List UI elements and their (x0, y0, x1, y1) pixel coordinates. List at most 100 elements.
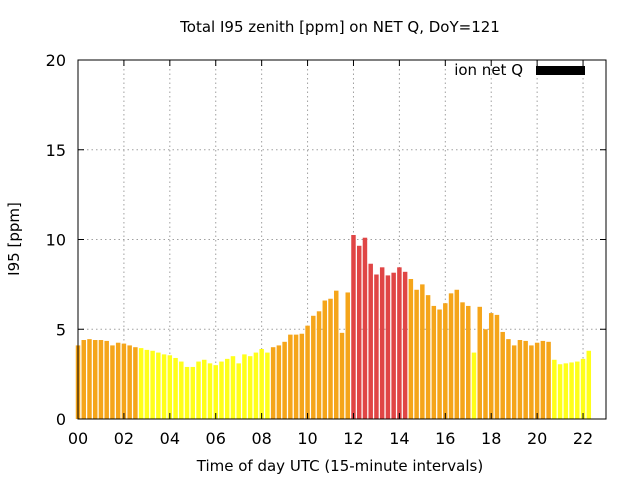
bar (202, 359, 207, 419)
bar (575, 361, 580, 419)
bar (253, 352, 259, 419)
bar (557, 364, 563, 419)
bar (265, 352, 270, 419)
bar (437, 309, 442, 419)
bar (207, 363, 213, 419)
bar (161, 354, 167, 419)
bar (179, 361, 184, 419)
bar (586, 350, 592, 419)
bar (443, 303, 448, 419)
bar (351, 235, 356, 419)
bar (339, 332, 345, 419)
bar (356, 245, 362, 419)
bar (224, 358, 230, 419)
bar (408, 278, 414, 419)
bar (144, 349, 150, 419)
bar (288, 334, 293, 419)
bar (115, 342, 121, 419)
bar (87, 339, 92, 419)
bar (167, 355, 173, 419)
bar (431, 305, 437, 419)
bar (150, 350, 155, 419)
bar (184, 366, 190, 419)
legend: ion net Q (454, 61, 585, 79)
bar (517, 340, 523, 419)
bar (374, 274, 379, 419)
bar (81, 340, 86, 419)
bar (98, 340, 104, 419)
bar (362, 237, 368, 419)
bar (190, 366, 196, 419)
x-tick-label: 20 (527, 429, 547, 448)
bar (529, 345, 534, 419)
x-tick-label: 04 (160, 429, 180, 448)
legend-swatch (536, 66, 585, 75)
x-tick-label: 14 (389, 429, 409, 448)
bar (580, 358, 586, 419)
bar (236, 363, 241, 419)
bar (420, 284, 425, 419)
x-tick-label: 18 (481, 429, 501, 448)
x-tick-label: 12 (343, 429, 363, 448)
bar (316, 311, 322, 419)
bar (305, 325, 310, 419)
bar (270, 347, 276, 419)
y-tick-labels: 0 5 10 15 20 (46, 51, 66, 429)
bar (460, 302, 465, 419)
bar (483, 329, 488, 419)
x-tick-label: 08 (251, 429, 271, 448)
bar (311, 315, 316, 419)
bar (247, 356, 253, 419)
bars (75, 235, 592, 419)
bar (397, 267, 402, 419)
legend-label: ion net Q (454, 61, 523, 79)
bar (196, 361, 201, 419)
x-tick-label: 16 (435, 429, 455, 448)
bar (488, 313, 494, 419)
bar (138, 348, 144, 419)
bar (276, 345, 282, 419)
bar (506, 339, 511, 419)
x-tick-label: 00 (68, 429, 88, 448)
bar (402, 271, 408, 419)
bar (173, 357, 178, 419)
bar (230, 356, 236, 419)
bar (133, 347, 138, 419)
bar (368, 263, 373, 419)
bar (334, 290, 339, 419)
y-axis-label: I95 [ppm] (5, 202, 23, 276)
x-tick-labels: 00 02 04 06 08 10 12 14 16 18 20 22 (68, 429, 593, 448)
y-tick-label: 10 (46, 231, 66, 250)
bar (213, 365, 218, 419)
bar (448, 293, 454, 419)
bar (534, 342, 540, 419)
x-axis-label: Time of day UTC (15-minute intervals) (196, 457, 483, 475)
bar (454, 289, 460, 419)
bar (477, 306, 482, 419)
chart-title: Total I95 zenith [ppm] on NET Q, DoY=121 (179, 18, 500, 36)
y-tick-label: 20 (46, 51, 66, 70)
bar (385, 275, 391, 419)
bar (494, 314, 500, 419)
bar (110, 345, 115, 419)
bar (391, 272, 396, 419)
bar (328, 298, 333, 419)
bar (299, 333, 305, 419)
bar (293, 334, 299, 419)
x-tick-label: 06 (206, 429, 226, 448)
bar (127, 345, 132, 419)
bar (92, 340, 98, 419)
bar (345, 292, 350, 419)
x-tick-label: 22 (573, 429, 593, 448)
bar (523, 340, 528, 419)
bar (466, 305, 471, 419)
bar (414, 289, 419, 419)
bar (104, 340, 109, 419)
bar (540, 340, 546, 419)
bar (242, 354, 247, 419)
bar (156, 352, 161, 419)
bar (563, 363, 569, 419)
y-tick-label: 15 (46, 141, 66, 160)
x-tick-label: 10 (297, 429, 317, 448)
